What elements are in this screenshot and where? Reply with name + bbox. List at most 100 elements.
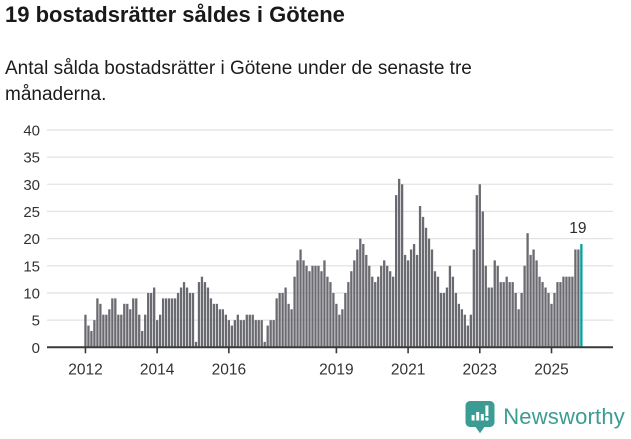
bar-2025-01 [550,303,553,348]
bar-2023-04 [487,287,490,348]
bar-2019-12 [368,265,371,348]
bar-2020-05 [383,260,386,348]
bar-2013-01 [120,314,123,348]
bar-2016-10 [254,320,257,348]
bar-2019-02 [338,314,341,348]
bar-2017-10 [290,309,293,348]
bar-2025-08 [571,276,574,348]
bar-2015-04 [200,276,204,348]
bar-2014-12 [188,292,192,348]
bar-2021-06 [421,216,425,348]
bar-2012-04 [93,320,96,348]
bar-2025-10 [577,249,580,348]
bar-2023-08 [499,282,502,348]
bar-2017-03 [269,320,272,348]
bar-2016-04 [236,314,239,348]
bar-2024-10 [541,282,544,348]
bar-2012-10 [111,298,114,348]
bar-2024-12 [547,292,550,348]
bar-2017-11 [293,276,296,348]
bar-2022-05 [454,292,458,348]
bar-2021-08 [427,238,431,348]
bar-2012-12 [117,314,120,348]
bar-2012-02 [87,325,90,348]
bar-2019-09 [359,238,362,348]
x-tick-label-2023: 2023 [463,361,497,378]
y-tick-label-20: 20 [23,231,40,248]
bar-2018-09 [323,260,326,348]
bar-2015-02 [194,341,198,348]
bar-2021-05 [418,206,422,348]
bar-2016-09 [251,314,254,348]
bar-2021-07 [424,227,428,348]
bar-2025-05 [562,276,565,348]
x-tick-label-2012: 2012 [68,361,102,378]
bar-2014-01 [156,320,159,348]
bar-2020-08 [392,276,395,348]
x-tick-label-2016: 2016 [212,361,246,378]
bar-2023-03 [484,265,487,348]
bar-2021-01 [406,260,410,348]
bar-2014-04 [164,298,168,348]
bar-2015-11 [221,309,225,348]
last-value-annotation: 19 [569,220,586,237]
bar-2023-11 [508,282,511,348]
y-tick-label-40: 40 [23,122,40,139]
bar-2020-09 [395,195,398,348]
bar-2025-07 [568,276,571,348]
bar-2013-12 [153,287,156,348]
bar-2017-06 [278,292,281,348]
bar-2015-09 [215,303,219,348]
bar-2013-09 [144,314,147,348]
y-tick-label-35: 35 [23,150,40,167]
bar-2016-11 [257,320,260,348]
bar-2012-05 [96,298,99,348]
bar-2017-04 [272,320,275,348]
bar-2019-01 [335,303,338,348]
bar-2024-09 [538,276,541,348]
bar-2020-11 [400,184,404,348]
bar-2012-01 [84,314,87,348]
bar-2018-06 [314,265,317,348]
y-tick-label-10: 10 [23,285,40,302]
y-tick-label-25: 25 [23,204,40,221]
bar-2017-01 [263,341,266,348]
bar-2015-07 [209,298,213,348]
bar-2024-05 [526,233,529,348]
bar-2021-10 [433,271,437,348]
bar-2014-06 [170,298,174,348]
bar-2016-06 [242,320,245,348]
bar-2023-09 [502,282,505,348]
bar-2022-11 [472,249,475,348]
bar-2018-05 [311,265,314,348]
bar-2020-02 [374,282,377,348]
bar-2023-06 [493,260,496,348]
bar-2012-11 [114,298,117,348]
bar-2013-11 [150,292,153,348]
bar-2015-10 [218,309,222,348]
bar-2022-07 [460,309,464,348]
bar-2019-06 [350,271,353,348]
bar-2013-03 [126,303,129,348]
bar-2020-03 [377,276,380,348]
bar-2017-12 [296,260,299,348]
bar-2021-04 [415,254,419,348]
bar-2018-03 [305,265,308,348]
bar-2020-10 [397,178,401,348]
bar-2019-03 [341,309,344,348]
bar-2023-07 [496,265,499,348]
bar-2018-12 [332,292,335,348]
bar-2020-12 [403,254,407,348]
bar-2025-06 [565,276,568,348]
bar-2025-03 [556,282,559,348]
bar-2019-11 [365,254,368,348]
bar-2015-12 [224,314,228,348]
bar-2012-07 [102,314,105,348]
bar-2014-05 [167,298,171,348]
bar-2014-02 [158,314,162,348]
bar-2018-08 [320,271,323,348]
bar-2024-06 [529,254,532,348]
bar-2024-04 [523,265,526,348]
